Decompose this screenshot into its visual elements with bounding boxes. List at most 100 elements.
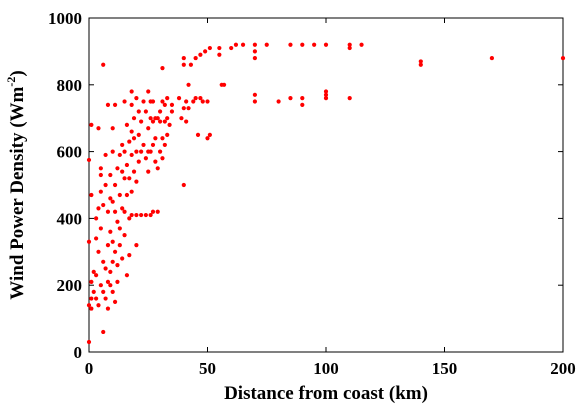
data-point — [141, 99, 146, 104]
data-point — [134, 149, 139, 154]
data-point — [139, 119, 144, 124]
data-point — [98, 283, 103, 288]
y-axis-label-close: ) — [7, 70, 28, 76]
data-point — [117, 226, 122, 231]
data-point — [134, 243, 139, 248]
data-point — [205, 136, 210, 141]
data-points — [86, 42, 566, 345]
data-point — [117, 192, 122, 198]
data-point — [312, 42, 317, 47]
data-point — [252, 42, 257, 47]
data-point — [122, 176, 127, 181]
data-point — [160, 136, 165, 141]
data-point — [91, 269, 96, 274]
data-point — [112, 182, 118, 188]
data-point — [150, 99, 156, 104]
data-point — [127, 176, 132, 181]
data-point — [86, 157, 92, 163]
data-point — [136, 159, 141, 164]
data-point — [207, 132, 212, 137]
data-point — [186, 82, 191, 87]
data-point — [129, 212, 134, 218]
data-point — [120, 142, 125, 148]
axis-ticks: 0 50 100 150 200 0 200 400 600 800 1000 — [48, 9, 576, 378]
y-tick-label: 0 — [74, 343, 83, 362]
data-point — [105, 243, 111, 248]
data-point — [300, 42, 305, 47]
data-point — [98, 226, 103, 231]
data-point — [252, 92, 257, 97]
data-point — [96, 303, 101, 308]
data-point — [153, 136, 158, 141]
data-point — [155, 209, 160, 214]
data-point — [115, 166, 120, 171]
data-point — [101, 62, 106, 67]
data-point — [108, 269, 113, 274]
data-point — [148, 116, 153, 121]
x-tick-label: 0 — [85, 359, 94, 378]
data-point — [94, 296, 99, 301]
data-point — [143, 109, 148, 114]
data-point — [115, 279, 120, 284]
data-point — [560, 55, 566, 61]
x-axis-label: Distance from coast (km) — [224, 383, 428, 404]
x-tick-label: 100 — [313, 359, 339, 378]
data-point — [323, 42, 329, 47]
data-point — [146, 126, 151, 131]
data-point — [323, 96, 329, 101]
data-point — [115, 219, 120, 224]
data-point — [129, 102, 134, 107]
data-point — [108, 172, 113, 178]
data-point — [134, 179, 139, 184]
data-point — [112, 209, 118, 214]
data-point — [176, 96, 182, 101]
data-point — [136, 109, 141, 114]
data-point — [110, 199, 115, 204]
data-point — [131, 116, 137, 121]
data-point — [103, 266, 108, 271]
data-point — [162, 119, 167, 124]
data-point — [160, 99, 165, 104]
data-point — [181, 55, 186, 61]
data-point — [101, 329, 106, 335]
data-point — [98, 189, 103, 194]
data-point — [240, 42, 246, 47]
y-tick-label: 600 — [57, 143, 83, 162]
data-point — [134, 96, 139, 101]
data-point — [179, 116, 184, 121]
x-tick-label: 200 — [550, 359, 576, 378]
y-axis-label: Wind Power Density (Wm-2) — [4, 70, 28, 299]
data-point — [108, 196, 113, 201]
data-point — [158, 109, 163, 114]
data-point — [184, 99, 189, 104]
data-point — [186, 106, 191, 111]
data-point — [124, 122, 130, 127]
data-point — [103, 296, 108, 301]
x-tick-label: 50 — [199, 359, 216, 378]
data-point — [86, 303, 92, 308]
data-point — [127, 253, 132, 258]
data-point — [110, 126, 115, 131]
data-point — [127, 139, 132, 144]
data-point — [169, 109, 175, 114]
data-point — [110, 149, 115, 154]
data-point — [105, 279, 111, 284]
y-axis-label-main: Wind Power Density (Wm — [7, 86, 28, 299]
data-point — [129, 152, 134, 158]
data-point — [127, 216, 132, 221]
data-point — [101, 259, 106, 264]
data-point — [86, 239, 92, 244]
data-point — [181, 106, 186, 111]
data-point — [134, 212, 139, 218]
data-point — [300, 102, 305, 107]
data-point — [184, 119, 189, 124]
data-point — [217, 45, 222, 51]
data-point — [203, 49, 208, 54]
data-point — [89, 296, 94, 301]
data-point — [193, 96, 198, 101]
data-point — [89, 192, 94, 198]
data-point — [347, 42, 352, 47]
data-point — [129, 89, 134, 94]
data-point — [193, 55, 198, 61]
data-point — [359, 42, 364, 47]
